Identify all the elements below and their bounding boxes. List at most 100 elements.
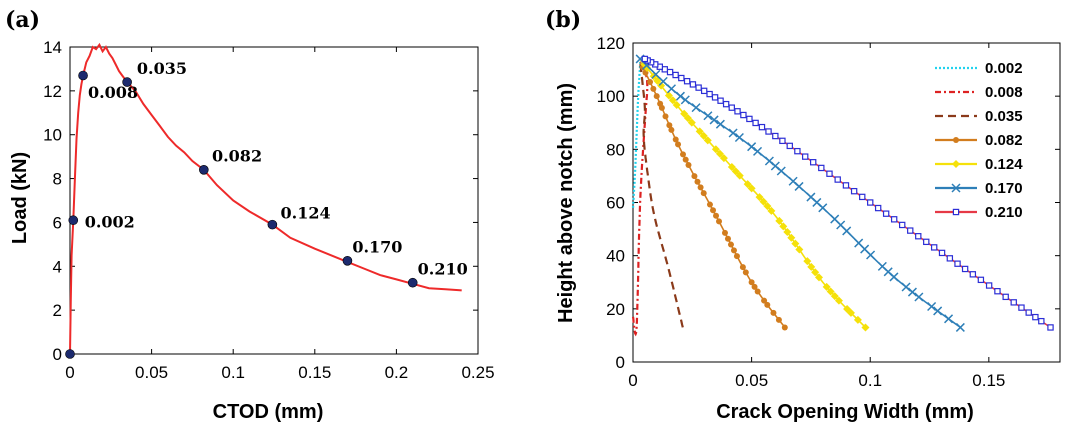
panel-a-x-tick-label: 0.2 [385, 363, 409, 382]
panel-b-series-marker-0.124 [657, 81, 666, 90]
panel-b-series-marker-0.210 [874, 204, 882, 212]
panel-b-series-line-0.035 [639, 61, 684, 328]
panel-b-series-marker-0.124 [783, 227, 792, 236]
panel-b-series-marker-0.170 [728, 128, 738, 138]
panel-a-marker-point [122, 77, 132, 87]
panel-b-series-marker-0.082 [770, 309, 777, 316]
panel-a-y-axis-label: Load (kN) [9, 152, 31, 244]
panel-b-x-tick-label: 0.15 [972, 371, 1005, 390]
panel-b-series-marker-0.124 [767, 206, 776, 215]
panel-a-x-tick-label: 0.15 [298, 363, 331, 382]
panel-b-series-marker-0.082 [694, 178, 701, 185]
panel-b-series-marker-0.124 [743, 180, 752, 189]
panel-b-series-marker-0.210 [779, 137, 786, 145]
panel-b-series-marker-0.082 [764, 301, 771, 308]
panel-b-series-marker-0.210 [1018, 304, 1025, 311]
panel-b-series-marker-0.082 [650, 85, 657, 92]
panel-b-series-marker-0.210 [717, 97, 724, 104]
panel-b-series-marker-0.082 [727, 241, 734, 248]
panel-b-series-marker-0.210 [938, 249, 946, 257]
panel-b-series-marker-0.210 [695, 84, 702, 91]
panel-b-series-marker-0.210 [740, 111, 747, 119]
panel-b-series-marker-0.082 [775, 316, 782, 323]
panel-b-series-marker-0.170 [734, 132, 744, 143]
panel-a-marker-point [199, 165, 209, 175]
panel-b-series-marker-0.082 [713, 212, 720, 219]
panel-b-series-marker-0.210 [1010, 299, 1017, 306]
legend-label-0.082: 0.082 [985, 132, 1023, 149]
panel-b-series-marker-0.124 [803, 257, 812, 266]
panel-b-legend: 0.002 0.008 0.035 0.082 0.124 0.170 0.210 [935, 60, 1023, 221]
panel-b-series-marker-0.124 [791, 239, 800, 248]
panel-b-series-marker-0.170 [907, 287, 917, 297]
panel-b-series-marker-0.210 [734, 108, 741, 115]
panel-b-series-marker-0.210 [666, 68, 674, 76]
panel-b-ticks: 0 0.05 0.1 0.15 0 20 40 60 80 100 120 [597, 34, 1060, 390]
panel-a-y-tick-label: 6 [53, 213, 62, 232]
panel-b-series-marker-0.210 [985, 282, 993, 289]
legend-label-0.035: 0.035 [985, 108, 1023, 125]
panel-b-series-marker-0.082 [682, 156, 689, 163]
panel-b-series-marker-0.082 [761, 297, 768, 304]
panel-b-y-axis-label: Height above notch (mm) [555, 83, 577, 323]
panel-b-series-marker-0.210 [672, 71, 679, 79]
panel-b-series-marker-0.082 [653, 93, 660, 100]
panel-b-series-marker-0.210 [786, 142, 793, 150]
panel-b-series-marker-0.082 [657, 100, 664, 107]
panel-b-series-marker-0.124 [814, 273, 823, 282]
panel-b-series-marker-0.124 [643, 63, 652, 72]
panel-b-series-marker-0.124 [711, 145, 720, 154]
legend-label-0.210: 0.210 [985, 204, 1023, 221]
legend-label-0.008: 0.008 [985, 84, 1023, 101]
panel-b-series-marker-0.210 [994, 288, 1001, 295]
panel-a-annotation-label: 0.002 [85, 212, 135, 231]
panel-b-series-marker-0.124 [719, 154, 728, 163]
panel-a-marker-point [78, 70, 88, 81]
panel-b-series-marker-0.082 [730, 247, 737, 254]
panel-b-series-marker-0.170 [747, 142, 757, 152]
panel-b-y-tick-label: 20 [606, 300, 625, 319]
panel-b-series-marker-0.124 [826, 287, 835, 296]
panel-b-series-marker-0.210 [772, 132, 779, 140]
panel-b-series-marker-0.210 [907, 227, 914, 234]
panel-b-series-marker-0.082 [721, 229, 728, 236]
panel-b-series-marker-0.210 [758, 123, 766, 131]
panel-b-series-marker-0.210 [826, 170, 833, 177]
panel-a-plot-frame [69, 46, 479, 355]
panel-a-y-tick-label: 12 [43, 82, 62, 101]
panel-a-marker-point [267, 219, 278, 230]
panel-b-series-marker-0.170 [854, 238, 864, 248]
panel-b-series-marker-0.210 [722, 100, 730, 108]
panel-b-series-marker-0.124 [735, 171, 744, 180]
panel-b-series-marker-0.170 [788, 176, 798, 186]
panel-a-x-tick-label: 0.1 [221, 363, 245, 382]
legend-label-0.002: 0.002 [985, 60, 1023, 77]
panel-b-series-marker-0.124 [779, 222, 788, 231]
panel-a-y-tick-label: 14 [43, 38, 62, 57]
panel-b-series-marker-0.210 [882, 210, 890, 217]
panel-b-series-marker-0.082 [662, 113, 669, 120]
panel-b-series-marker-0.082 [668, 126, 675, 133]
panel-b-series-marker-0.124 [668, 96, 677, 105]
panel-b-series-marker-0.170 [933, 306, 943, 316]
legend-marker-0.082 [953, 137, 959, 143]
panel-b-x-tick-label: 0 [628, 371, 637, 390]
panel-b-series-marker-0.210 [859, 193, 866, 201]
panel-a-annotation-label: 0.210 [418, 260, 468, 279]
panel-b-series-marker-0.082 [679, 151, 686, 158]
panel-b-series-marker-0.170 [764, 156, 774, 166]
panel-b-series-marker-0.210 [689, 81, 697, 88]
panel-b-series-marker-0.124 [830, 292, 839, 301]
panel-b-series-marker-0.124 [727, 163, 736, 172]
panel-b-series-line-0.008 [631, 64, 649, 337]
panel-b-series-marker-0.170 [944, 314, 954, 324]
panel-b-series-marker-0.124 [755, 193, 764, 202]
panel-b-series-marker-0.124 [672, 100, 681, 109]
panel-b-series-marker-0.124 [680, 109, 689, 118]
legend-marker-0.210 [952, 208, 960, 216]
panel-b-series-marker-0.082 [691, 173, 698, 180]
panel-b-series-marker-0.210 [711, 94, 719, 101]
panel-b-series-marker-0.124 [664, 91, 673, 100]
panel-b-series-marker-0.170 [675, 91, 685, 101]
